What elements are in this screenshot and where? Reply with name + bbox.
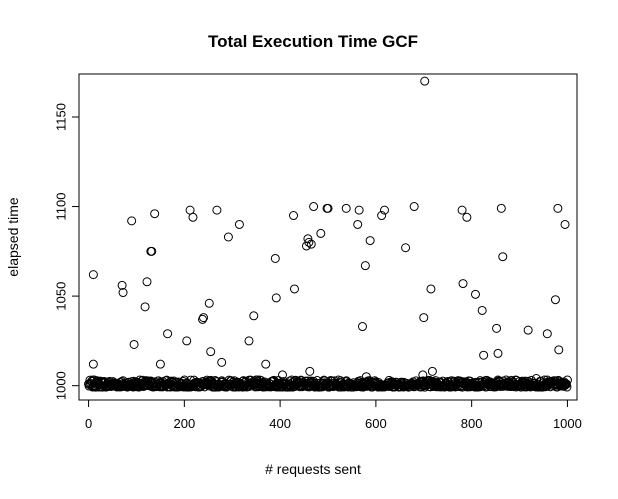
data-point <box>493 348 503 358</box>
plot-frame <box>78 73 578 401</box>
data-point <box>150 209 160 219</box>
data-point <box>199 313 208 323</box>
data-point <box>550 295 560 305</box>
data-point <box>361 372 371 382</box>
y-tick-label: 1000 <box>53 371 68 400</box>
data-point <box>323 203 333 213</box>
data-point <box>217 357 227 367</box>
data-point <box>542 329 552 339</box>
data-point <box>496 203 506 213</box>
data-point <box>419 313 429 323</box>
data-point <box>204 298 214 308</box>
data-point <box>117 280 127 290</box>
data-point <box>462 212 472 222</box>
data-point <box>457 205 467 215</box>
data-point <box>562 375 572 385</box>
data-point <box>182 336 192 346</box>
data-point <box>306 239 316 249</box>
data-point <box>270 253 280 263</box>
x-tick-label: 0 <box>85 416 92 431</box>
x-tick-label: 1000 <box>553 416 582 431</box>
data-point <box>562 382 572 392</box>
data-point <box>88 270 98 280</box>
data-point <box>88 359 98 369</box>
data-point <box>155 359 165 369</box>
data-point <box>458 279 468 289</box>
data-point <box>492 323 502 333</box>
data-point <box>498 252 508 262</box>
data-point <box>206 347 216 357</box>
data-point <box>289 284 299 294</box>
data-point <box>163 329 173 339</box>
y-tick-label: 1100 <box>53 193 68 221</box>
data-point <box>470 289 480 299</box>
data-point <box>223 232 233 242</box>
data-point <box>188 212 198 222</box>
data-point <box>198 314 208 324</box>
data-point <box>554 345 564 355</box>
data-point <box>129 339 139 349</box>
data-point <box>420 76 430 86</box>
data-point <box>365 236 375 246</box>
data-point <box>147 246 157 256</box>
data-point <box>357 322 367 332</box>
x-tick-label: 800 <box>461 416 483 431</box>
data-point <box>261 359 271 369</box>
data-point <box>427 366 437 376</box>
data-point <box>278 370 288 380</box>
data-point <box>316 228 326 238</box>
x-axis: 0 200 400 600 800 1000 <box>85 399 582 431</box>
data-point <box>418 370 428 380</box>
data-point <box>142 277 152 287</box>
data-point <box>271 293 281 303</box>
data-point <box>479 350 489 360</box>
data-point <box>140 302 150 312</box>
x-tick-label: 400 <box>269 416 291 431</box>
data-point <box>523 325 533 335</box>
data-point <box>341 203 351 213</box>
data-point <box>118 288 128 298</box>
data-point <box>304 237 314 247</box>
data-point <box>244 336 254 346</box>
data-point <box>401 243 411 253</box>
data-point <box>212 205 222 215</box>
data-point <box>531 374 541 384</box>
data-point <box>127 216 137 226</box>
x-tick-label: 200 <box>173 416 195 431</box>
y-axis-label: elapsed time <box>5 197 21 277</box>
data-point <box>234 219 244 229</box>
data-points <box>84 76 572 392</box>
data-point <box>354 205 364 215</box>
data-point <box>360 261 370 271</box>
data-point <box>377 211 387 221</box>
data-point <box>353 219 363 229</box>
x-axis-label: # requests sent <box>265 461 361 477</box>
data-point <box>289 211 299 221</box>
chart-title: Total Execution Time GCF <box>208 32 418 51</box>
data-point <box>309 202 319 212</box>
data-point <box>249 311 259 321</box>
y-tick-label: 1150 <box>53 103 68 131</box>
x-tick-label: 600 <box>365 416 387 431</box>
data-point <box>560 219 570 229</box>
y-axis: 1000 1050 1100 1150 <box>53 103 80 400</box>
data-point <box>477 305 487 315</box>
y-tick-label: 1050 <box>53 282 68 311</box>
data-point <box>553 203 563 213</box>
data-point <box>426 284 436 294</box>
data-point <box>226 376 236 386</box>
data-point <box>305 366 315 376</box>
data-point <box>380 205 389 215</box>
data-point <box>409 202 419 212</box>
